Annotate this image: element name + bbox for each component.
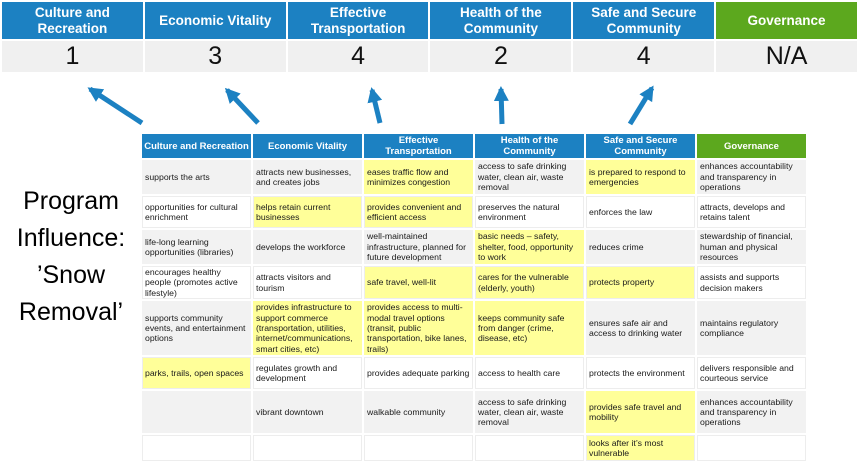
matrix-cell-health-of-the-community-r7: access to safe drinking water, clean air…: [475, 391, 584, 434]
matrix-cell-health-of-the-community-r5: keeps community safe from danger (crime,…: [475, 301, 584, 356]
matrix-cell-culture-and-recreation-r7: [142, 391, 251, 434]
matrix-row-3: life-long learning opportunities (librar…: [142, 230, 806, 264]
matrix-cell-effective-transportation-r3: well-maintained infrastructure, planned …: [364, 230, 473, 264]
summary-header-health-of-the-community: Health of the Community: [430, 2, 572, 39]
matrix-cell-health-of-the-community-r2: preserves the natural environment: [475, 196, 584, 228]
matrix-cell-effective-transportation-r8: [364, 435, 473, 462]
summary-header-economic-vitality: Economic Vitality: [144, 2, 286, 39]
matrix-cell-economic-vitality-r1: attracts new businesses, and creates job…: [253, 160, 362, 194]
matrix-cell-governance-r6: delivers responsible and courteous servi…: [697, 357, 806, 390]
matrix-header-culture-and-recreation: Culture and Recreation: [142, 134, 251, 158]
summary-score-economic-vitality: 3: [144, 41, 286, 72]
matrix-row-4: encourages healthy people (promotes acti…: [142, 266, 806, 300]
matrix-cell-effective-transportation-r2: provides convenient and efficient access: [364, 196, 473, 228]
summary-header-effective-transportation: Effective Transportation: [287, 2, 429, 39]
matrix-cell-governance-r1: enhances accountability and transparency…: [697, 160, 806, 194]
program-title-line: ’Snow: [36, 261, 106, 289]
priority-matrix-table: Culture and Recreation Economic Vitality E…: [140, 132, 808, 463]
program-title-line: Program: [23, 187, 119, 215]
summary-header-culture-and-recreation: Culture and Recreation: [2, 2, 143, 39]
influence-arrow-2: [224, 87, 260, 125]
matrix-cell-safe-and-secure-community-r7: provides safe travel and mobility: [586, 391, 695, 434]
matrix-cell-culture-and-recreation-r1: supports the arts: [142, 160, 251, 194]
summary-score-culture-and-recreation: 1: [2, 41, 143, 72]
matrix-cell-safe-and-secure-community-r6: protects the environment: [586, 357, 695, 390]
matrix-cell-culture-and-recreation-r8: [142, 435, 251, 462]
matrix-row-1: supports the arts attracts new businesses…: [142, 160, 806, 194]
matrix-cell-governance-r3: stewardship of financial, human and phys…: [697, 230, 806, 264]
matrix-cell-effective-transportation-r4: safe travel, well-lit: [364, 266, 473, 300]
matrix-header-economic-vitality: Economic Vitality: [253, 134, 362, 158]
matrix-cell-safe-and-secure-community-r8: looks after it’s most vulnerable: [586, 435, 695, 462]
summary-header-governance: Governance: [716, 2, 857, 39]
program-title-line: Removal’: [18, 298, 124, 326]
summary-score-safe-and-secure-community: 4: [573, 41, 715, 72]
matrix-row-2: opportunities for cultural enrichment hel…: [142, 196, 806, 228]
matrix-cell-economic-vitality-r2: helps retain current businesses: [253, 196, 362, 228]
matrix-cell-safe-and-secure-community-r5: ensures safe air and access to drinking …: [586, 301, 695, 356]
matrix-cell-economic-vitality-r5: provides infrastructure to support comme…: [253, 301, 362, 356]
matrix-row-5: supports community events, and entertain…: [142, 301, 806, 356]
matrix-header-effective-transportation: Effective Transportation: [364, 134, 473, 158]
matrix-cell-economic-vitality-r8: [253, 435, 362, 462]
influence-arrow-1: [87, 86, 144, 126]
matrix-cell-effective-transportation-r1: eases traffic flow and minimizes congest…: [364, 160, 473, 194]
matrix-cell-effective-transportation-r7: walkable community: [364, 391, 473, 434]
influence-arrow-3: [367, 87, 383, 124]
matrix-cell-health-of-the-community-r6: access to health care: [475, 357, 584, 390]
matrix-cell-safe-and-secure-community-r3: reduces crime: [586, 230, 695, 264]
matrix-cell-economic-vitality-r4: attracts visitors and tourism: [253, 266, 362, 300]
matrix-cell-economic-vitality-r3: develops the workforce: [253, 230, 362, 264]
summary-score-effective-transportation: 4: [287, 41, 429, 72]
matrix-cell-effective-transportation-r5: provides access to multi-modal travel op…: [364, 301, 473, 356]
matrix-row-8: looks after it’s most vulnerable: [142, 435, 806, 462]
matrix-row-7: vibrant downtown walkable community access…: [142, 391, 806, 434]
matrix-header-governance: Governance: [697, 134, 806, 158]
priority-header-row: Culture and Recreation Economic Vitality E…: [2, 2, 857, 39]
matrix-cell-safe-and-secure-community-r1: is prepared to respond to emergencies: [586, 160, 695, 194]
matrix-cell-culture-and-recreation-r2: opportunities for cultural enrichment: [142, 196, 251, 228]
summary-score-health-of-the-community: 2: [430, 41, 572, 72]
summary-score-governance: N/A: [716, 41, 857, 72]
matrix-cell-health-of-the-community-r8: [475, 435, 584, 462]
matrix-cell-health-of-the-community-r3: basic needs – safety, shelter, food, opp…: [475, 230, 584, 264]
matrix-cell-culture-and-recreation-r6: parks, trails, open spaces: [142, 357, 251, 390]
matrix-cell-effective-transportation-r6: provides adequate parking: [364, 357, 473, 390]
influence-arrow-5: [627, 85, 655, 126]
program-title-line: Influence:: [16, 224, 126, 252]
summary-header-safe-and-secure-community: Safe and Secure Community: [573, 2, 715, 39]
matrix-cell-health-of-the-community-r4: cares for the vulnerable (elderly, youth…: [475, 266, 584, 300]
matrix-cell-safe-and-secure-community-r4: protects property: [586, 266, 695, 300]
matrix-cell-culture-and-recreation-r3: life-long learning opportunities (librar…: [142, 230, 251, 264]
matrix-cell-governance-r7: enhances accountability and transparency…: [697, 391, 806, 434]
program-influence-title: Program Influence: ’Snow Removal’: [0, 183, 142, 331]
matrix-cell-economic-vitality-r6: regulates growth and development: [253, 357, 362, 390]
matrix-cell-culture-and-recreation-r5: supports community events, and entertain…: [142, 301, 251, 356]
matrix-cell-culture-and-recreation-r4: encourages healthy people (promotes acti…: [142, 266, 251, 300]
matrix-cell-governance-r2: attracts, develops and retains talent: [697, 196, 806, 228]
matrix-cell-economic-vitality-r7: vibrant downtown: [253, 391, 362, 434]
matrix-cell-governance-r4: assists and supports decision makers: [697, 266, 806, 300]
matrix-header-safe-and-secure-community: Safe and Secure Community: [586, 134, 695, 158]
matrix-row-6: parks, trails, open spaces regulates grow…: [142, 357, 806, 390]
priority-summary-band: Culture and Recreation Economic Vitality E…: [2, 2, 857, 72]
matrix-header-health-of-the-community: Health of the Community: [475, 134, 584, 158]
matrix-cell-governance-r8: [697, 435, 806, 462]
matrix-cell-safe-and-secure-community-r2: enforces the law: [586, 196, 695, 228]
priority-score-row: 1 3 4 2 4 N/A: [2, 41, 857, 72]
matrix-header-row: Culture and Recreation Economic Vitality E…: [142, 134, 806, 158]
matrix-cell-governance-r5: maintains regulatory compliance: [697, 301, 806, 356]
matrix-cell-health-of-the-community-r1: access to safe drinking water, clean air…: [475, 160, 584, 194]
influence-arrow-4: [493, 86, 509, 125]
